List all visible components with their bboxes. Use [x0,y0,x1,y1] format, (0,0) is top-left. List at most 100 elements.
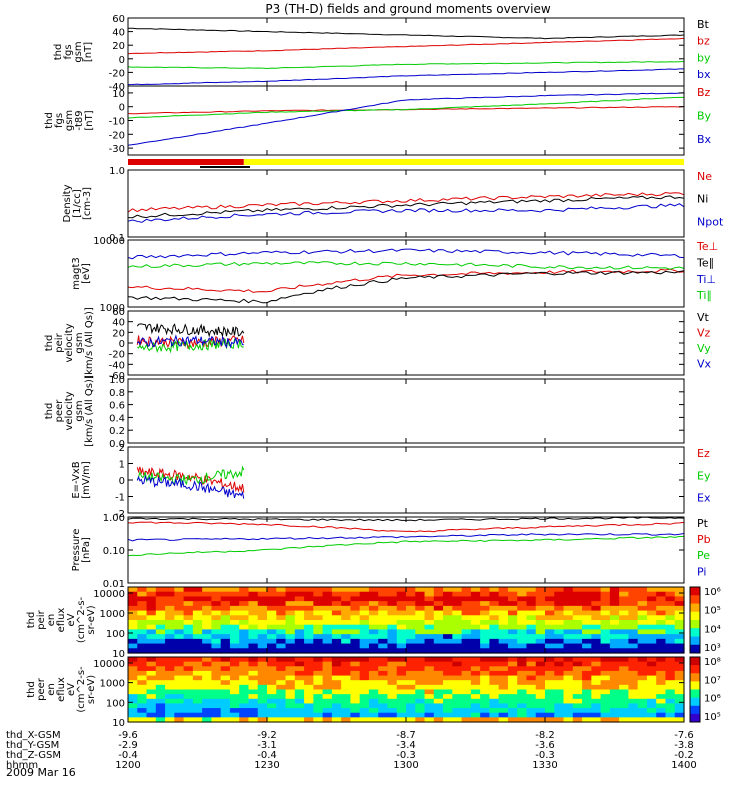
spectrogram-cell [600,675,611,681]
spectrogram-cell [276,610,287,616]
spectrogram-cell [192,708,203,714]
spectrogram-cell [322,684,333,691]
series-line-Npot [127,203,685,223]
spectrogram-cell [285,698,296,705]
spectrogram-cell [665,587,676,593]
spectrogram-cell [619,648,629,654]
y-axis-label-line: sr-eV) [86,675,97,704]
spectrogram-cell [368,689,379,695]
spectrogram-cell [507,684,518,691]
spectrogram-cell [350,680,361,686]
mode-bar-yellow [243,159,685,165]
spectrogram-cell [322,694,333,700]
spectrogram-cell [628,620,639,626]
spectrogram-cell [517,657,528,663]
spectrogram-cell [239,648,250,654]
spectrogram-cell [322,624,333,631]
spectrogram-cell [517,717,528,723]
spectrogram-cell [341,596,351,602]
spectrogram-cell [359,634,370,640]
spectrogram-cell [387,591,398,598]
spectrogram-cell [267,643,277,649]
spectrogram-cell [646,661,657,667]
series-line-by [127,61,685,70]
spectrogram-cell [146,648,157,654]
y-axis-label-line: peer [36,677,47,701]
spectrogram-cell [304,605,314,612]
spectrogram-cell [378,638,389,645]
spectrogram-cell [248,694,259,700]
spectrogram-cell [165,643,175,649]
spectrogram-cell [507,712,518,718]
spectrogram-cell [211,717,222,723]
spectrogram-cell [489,643,500,649]
legend-Pt: Pt [697,517,709,530]
spectrogram-cell [313,661,324,667]
spectrogram-cell [628,670,639,677]
spectrogram-cell [285,596,296,602]
spectrogram-cell [591,615,602,621]
spectrogram-cell [406,708,416,714]
spectrogram-cell [433,624,444,631]
spectrogram-cell [498,596,509,602]
spectrogram-cell [674,670,685,677]
spectrogram-cell [572,601,583,607]
spectrogram-cell [517,638,528,645]
spectrogram-cell [461,620,472,626]
spectrogram-cell [294,624,305,631]
spectrogram-cell [609,596,620,602]
spectrogram-cell [665,634,676,640]
spectrogram-cell [517,643,528,649]
ephemeris-value: -0.4 [257,750,277,761]
spectrogram-cell [480,712,490,718]
spectrogram-cell [628,712,639,718]
spectrogram-cell [359,620,370,626]
ephemeris-value: -0.3 [396,750,416,761]
spectrogram-cell [174,605,185,612]
spectrogram-cell [257,615,268,621]
spectrogram-cell [517,648,528,654]
spectrogram-cell [470,620,481,626]
spectrogram-cell [211,605,222,612]
y-tick-label: 60 [112,307,125,318]
spectrogram-cell [257,624,268,631]
spectrogram-cell [155,634,166,640]
spectrogram-cell [600,684,611,691]
spectrogram-cell [165,615,175,621]
spectrogram-cell [155,587,166,593]
spectrogram-cell [128,684,138,691]
spectrogram-cell [572,620,583,626]
spectrogram-cell [517,703,528,709]
spectrogram-cell [674,643,685,649]
spectrogram-cell [498,634,509,640]
spectrogram-cell [192,694,203,700]
spectrogram-cell [202,624,212,631]
spectrogram-cell [498,708,509,714]
spectrogram-cell [443,712,453,718]
spectrogram-cell [665,629,676,635]
spectrogram-cell [202,648,212,654]
spectrogram-cell [470,615,481,621]
spectrogram-cell [211,610,222,616]
spectrogram-cell [424,666,435,672]
spectrogram-cell [563,591,574,598]
spectrogram-cell [322,610,333,616]
spectrogram-cell [545,689,555,695]
spectrogram-cell [480,666,490,672]
spectrogram-cell [674,703,685,709]
spectrogram-cell [387,605,398,612]
spectrogram-cell [554,680,565,686]
spectrogram-cell [600,629,611,635]
spectrogram-cell [341,634,351,640]
spectrogram-cell [433,717,444,723]
spectrogram-cell [674,601,685,607]
series-line-Te⊥ [127,268,685,293]
spectrogram-cell [304,596,314,602]
spectrogram-cell [452,684,463,691]
spectrogram-cell [341,689,351,695]
y-axis-label-line: thd [53,44,64,61]
spectrogram-cell [387,680,398,686]
spectrogram-cell [322,657,333,663]
series-line-Bz [127,106,685,115]
spectrogram-cell [137,666,148,672]
